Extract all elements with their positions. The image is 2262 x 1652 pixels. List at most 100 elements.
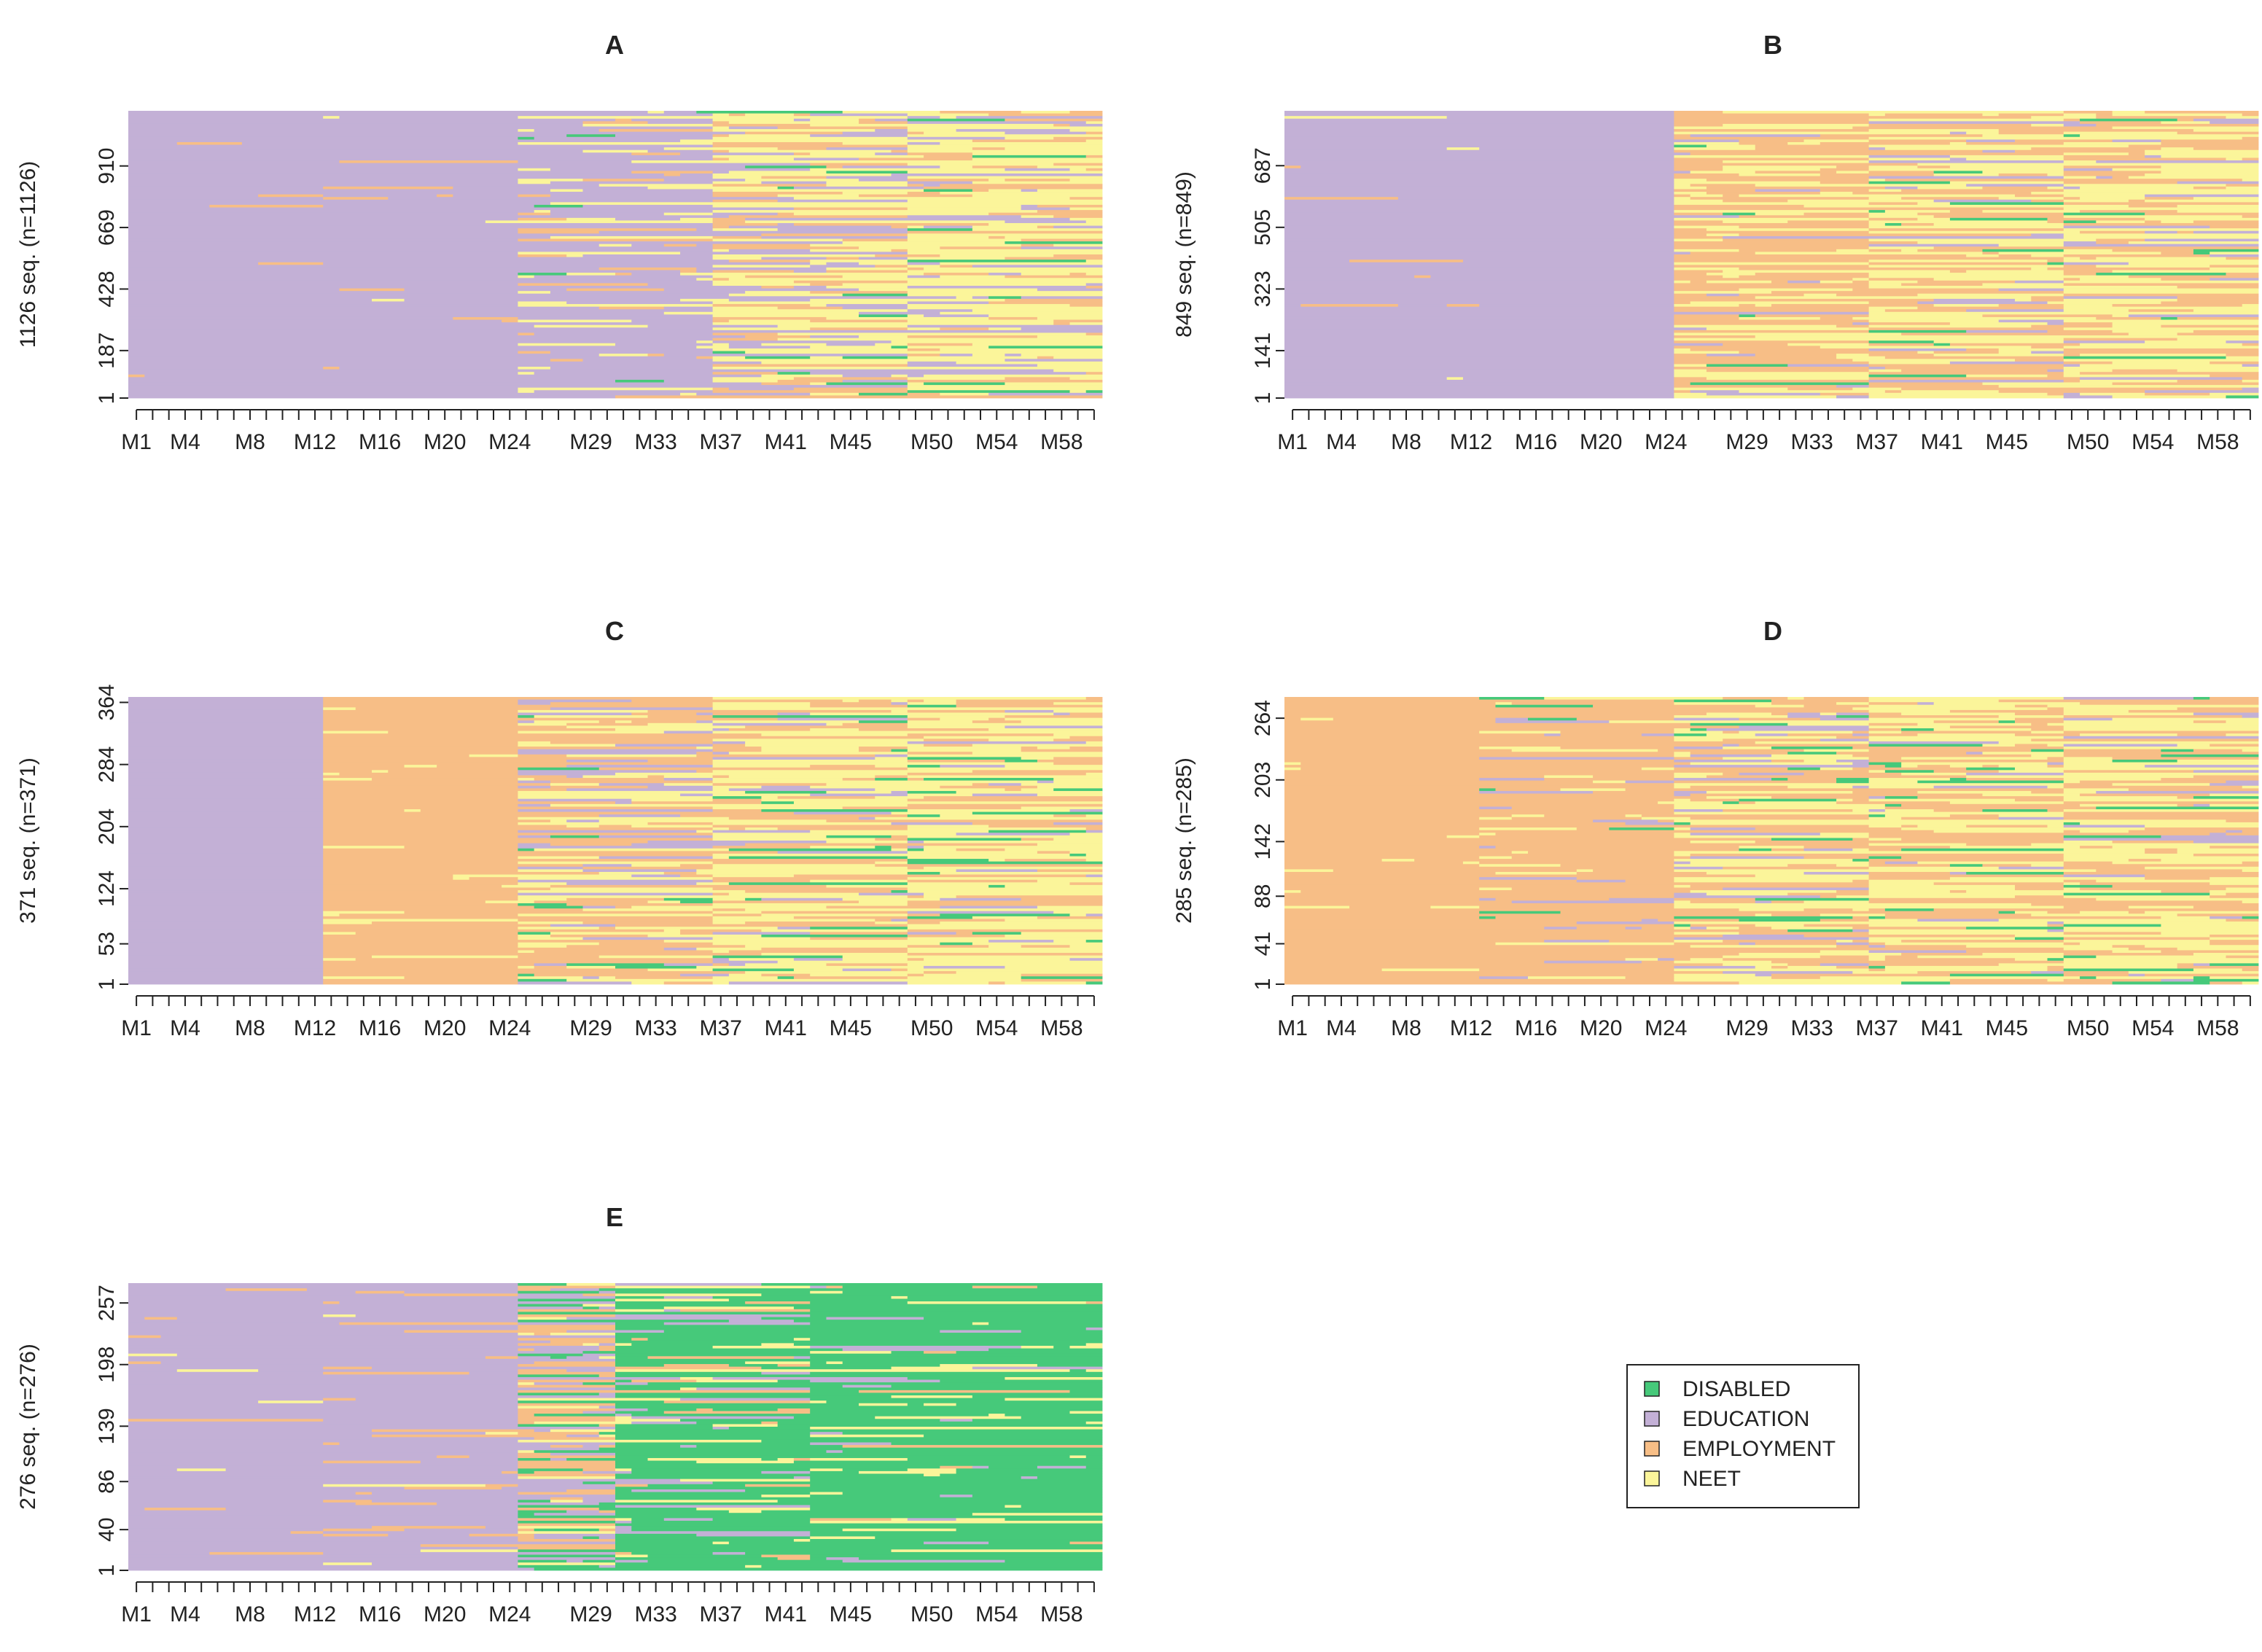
sequence-run-neet xyxy=(793,1539,811,1542)
sequence-run-education xyxy=(1674,866,1723,870)
sequence-run-education xyxy=(550,367,713,370)
sequence-run-employment xyxy=(1690,152,2064,156)
sequence-run-employment xyxy=(1674,361,1869,365)
sequence-run-education xyxy=(128,144,713,148)
sequence-run-education xyxy=(1284,311,1869,315)
sequence-run-employment xyxy=(712,278,730,281)
sequence-run-disabled xyxy=(907,861,1103,865)
sequence-run-disabled xyxy=(2193,796,2259,800)
sequence-run-neet xyxy=(972,752,1103,755)
sequence-run-disabled xyxy=(793,1416,875,1419)
sequence-run-neet xyxy=(663,311,859,315)
sequence-run-education xyxy=(128,958,324,962)
sequence-run-employment xyxy=(518,1508,600,1511)
sequence-run-employment xyxy=(1868,123,2032,127)
sequence-run-neet xyxy=(2031,864,2064,868)
sequence-run-disabled xyxy=(842,1450,1103,1454)
sequence-run-education xyxy=(2063,168,2113,171)
sequence-run-employment xyxy=(1479,835,1674,838)
sequence-run-neet xyxy=(1706,233,1739,237)
sequence-run-education xyxy=(907,374,924,378)
x-tick-label: M41 xyxy=(1921,430,1963,454)
sequence-run-education xyxy=(1723,744,1739,747)
sequence-run-employment xyxy=(907,267,924,270)
sequence-run-neet xyxy=(696,346,730,349)
sequence-run-employment xyxy=(2096,869,2243,873)
x-tick-label: M12 xyxy=(1450,430,1492,454)
sequence-run-education xyxy=(712,1551,746,1555)
sequence-run-education xyxy=(859,257,908,260)
sequence-run-employment xyxy=(1674,942,1739,946)
sequence-run-neet xyxy=(1053,733,1103,737)
sequence-run-employment xyxy=(323,197,389,200)
x-tick-label: M41 xyxy=(1921,1016,1963,1040)
sequence-run-employment xyxy=(2015,139,2113,143)
sequence-run-education xyxy=(1625,927,1642,930)
sequence-run-employment xyxy=(1037,356,1054,359)
sequence-run-disabled xyxy=(907,814,940,818)
sequence-run-education xyxy=(566,1559,583,1563)
sequence-run-neet xyxy=(891,1366,973,1370)
sequence-run-employment xyxy=(745,1301,811,1305)
x-tick-label: M1 xyxy=(1277,430,1308,454)
sequence-run-neet xyxy=(924,895,956,899)
sequence-run-employment xyxy=(534,1333,551,1336)
sequence-run-employment xyxy=(2210,361,2259,365)
sequence-run-education xyxy=(940,905,1038,909)
sequence-run-neet xyxy=(615,720,632,724)
sequence-run-education xyxy=(2063,262,2129,265)
sequence-run-disabled xyxy=(615,1384,843,1388)
sequence-run-neet xyxy=(518,934,551,938)
sequence-run-education xyxy=(907,116,940,120)
sequence-run-education xyxy=(372,1562,518,1566)
sequence-run-education xyxy=(1085,1327,1103,1330)
sequence-run-neet xyxy=(810,846,875,849)
sequence-run-education xyxy=(128,1384,518,1388)
sequence-run-employment xyxy=(1674,204,1804,208)
sequence-run-education xyxy=(128,1565,518,1568)
x-tick-label: M16 xyxy=(359,430,401,454)
sequence-run-employment xyxy=(2112,249,2194,252)
sequence-run-employment xyxy=(2242,830,2259,833)
sequence-run-neet xyxy=(1998,770,2064,774)
sequence-run-neet xyxy=(907,968,1103,972)
sequence-run-employment xyxy=(404,1487,502,1490)
sequence-run-education xyxy=(128,798,324,802)
sequence-run-employment xyxy=(323,739,713,742)
sequence-run-employment xyxy=(745,922,875,925)
sequence-run-education xyxy=(128,252,518,255)
sequence-run-education xyxy=(518,879,713,883)
sequence-run-education xyxy=(128,319,502,323)
y-tick-label: 41 xyxy=(1251,932,1275,956)
sequence-run-employment xyxy=(1284,725,1739,729)
sequence-run-education xyxy=(2210,254,2259,257)
sequence-run-neet xyxy=(2031,913,2178,917)
sequence-run-employment xyxy=(1998,254,2032,257)
sequence-run-education xyxy=(128,1390,518,1393)
sequence-run-employment xyxy=(631,1379,697,1383)
sequence-run-education xyxy=(696,720,713,724)
sequence-run-neet xyxy=(2145,945,2259,948)
sequence-run-disabled xyxy=(891,346,908,349)
sequence-run-neet xyxy=(2242,179,2259,182)
sequence-run-neet xyxy=(2161,859,2259,862)
sequence-run-neet xyxy=(842,897,940,901)
x-tick-label: M29 xyxy=(569,1016,612,1040)
sequence-run-employment xyxy=(696,754,875,757)
sequence-run-education xyxy=(1658,958,1674,962)
sequence-run-education xyxy=(128,741,324,744)
sequence-run-education xyxy=(859,179,908,182)
sequence-run-employment xyxy=(907,895,924,899)
sequence-run-education xyxy=(582,254,713,257)
sequence-run-employment xyxy=(793,280,908,284)
sequence-run-neet xyxy=(1053,778,1103,782)
sequence-run-neet xyxy=(1949,181,2064,184)
sequence-run-disabled xyxy=(1674,924,1691,927)
sequence-run-neet xyxy=(712,922,746,925)
sequence-run-employment xyxy=(518,1416,616,1419)
sequence-run-education xyxy=(2063,697,2194,700)
sequence-run-employment xyxy=(1917,280,2016,284)
sequence-run-employment xyxy=(1706,192,1821,195)
sequence-run-neet xyxy=(1723,757,1869,760)
sequence-run-education xyxy=(128,1549,421,1553)
